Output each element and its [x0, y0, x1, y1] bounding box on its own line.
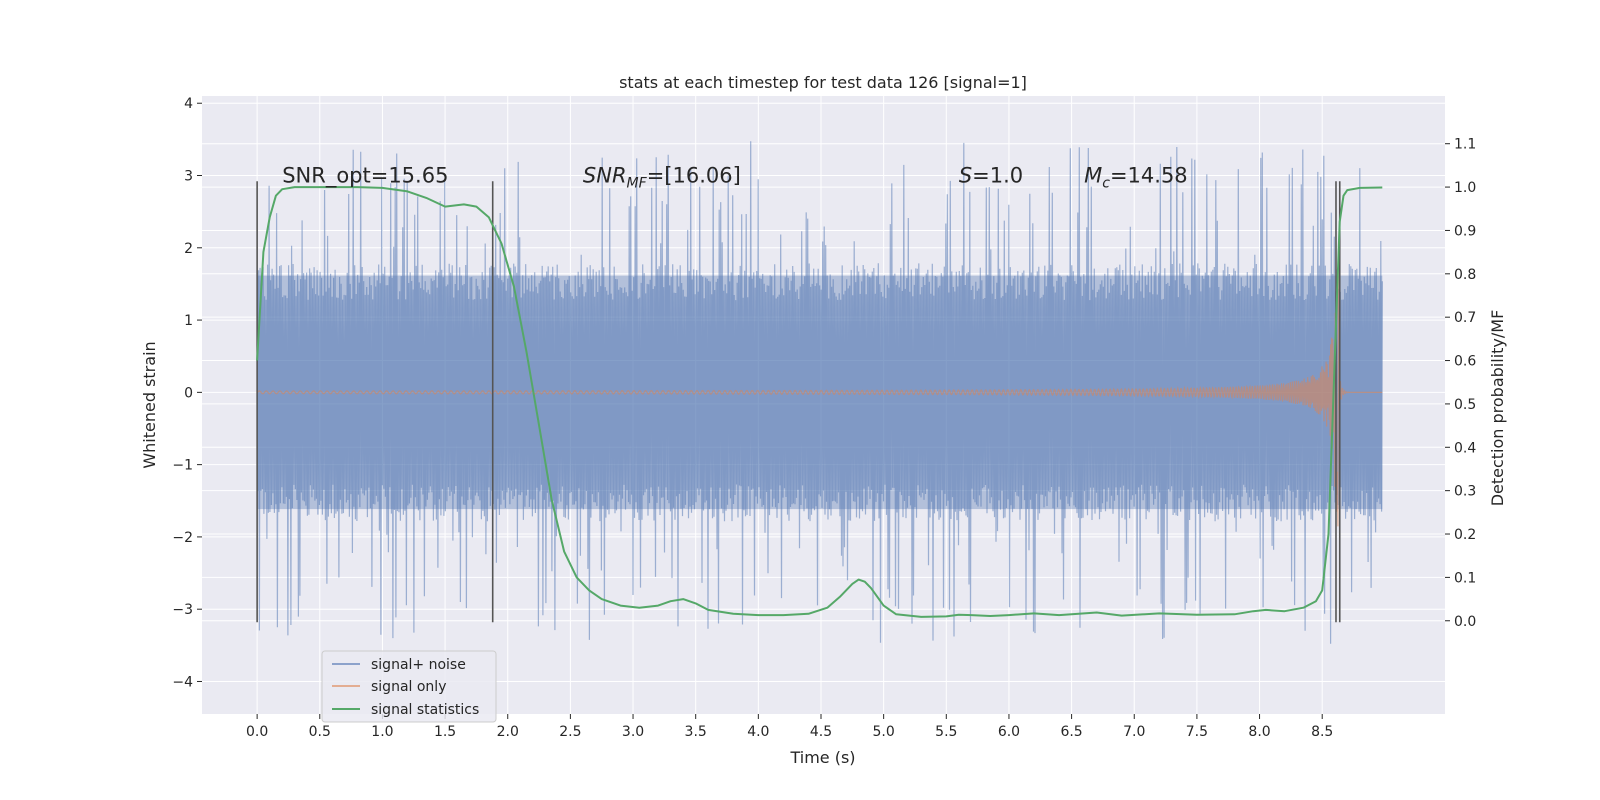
annotation-text: Mc=14.58: [1084, 164, 1188, 192]
y-tick-label: −4: [172, 674, 193, 690]
y-right-tick-label: 1.0: [1454, 180, 1476, 196]
annotation-symbol: M: [1084, 164, 1102, 188]
y-right-tick-label: 1.1: [1454, 137, 1476, 153]
x-tick-label: 3.0: [622, 724, 644, 740]
x-tick-label: 2.5: [559, 724, 581, 740]
annotation-subscript: c: [1102, 176, 1110, 192]
y-right-tick-label: 0.1: [1454, 570, 1476, 586]
signal-statistics-series: [256, 186, 1383, 618]
annotations: SNR_opt=15.65 SNRMF=[16.06] S=1.0 Mc=14.58: [282, 164, 1187, 192]
signal-statistics-line: [256, 186, 1383, 618]
x-tick-label: 4.0: [747, 724, 769, 740]
x-tick-label: 7.0: [1123, 724, 1145, 740]
x-tick-label: 3.5: [685, 724, 707, 740]
y-tick-label: −2: [172, 530, 193, 546]
axes-ticks: 0.0 0.5 1.0 1.5 2.0 2.5 3.0 3.5 4.0 4.5 5.0 5.5 6.0 6…: [172, 96, 1476, 740]
chart-title: stats at each timestep for test data 126…: [619, 73, 1027, 92]
legend-label-signal-statistics: signal statistics: [371, 702, 479, 718]
x-tick-label: 5.5: [935, 724, 957, 740]
y-right-tick-label: 0.2: [1454, 527, 1476, 543]
y-tick-label: −1: [172, 458, 193, 474]
y-right-tick-label: 0.7: [1454, 310, 1476, 326]
annotation-value: =[16.06]: [647, 164, 741, 188]
annotation-symbol: S: [959, 164, 972, 188]
annotation-value: =14.58: [1110, 164, 1188, 188]
x-tick-label: 0.0: [246, 724, 268, 740]
x-tick-label: 6.0: [998, 724, 1020, 740]
x-tick-label: 2.0: [497, 724, 519, 740]
y-tick-label: 2: [184, 241, 193, 257]
legend-label-signal-only: signal only: [371, 679, 446, 695]
legend: signal+ noise signal only signal statist…: [321, 650, 497, 723]
legend-label-signal-noise: signal+ noise: [371, 657, 466, 673]
x-axis-label: Time (s): [789, 748, 855, 767]
y-right-tick-label: 0.4: [1454, 440, 1476, 456]
legend-box: [321, 650, 497, 723]
x-tick-label: 5.0: [873, 724, 895, 740]
x-tick-label: 0.5: [309, 724, 331, 740]
y-tick-label: 0: [184, 385, 193, 401]
x-tick-label: 1.5: [434, 724, 456, 740]
x-tick-label: 4.5: [810, 724, 832, 740]
y-right-tick-label: 0.8: [1454, 267, 1476, 283]
annotation-text: S=1.0: [959, 164, 1023, 188]
y-tick-label: 3: [184, 169, 193, 185]
y-right-axis-label: Detection probability/MF: [1488, 310, 1507, 507]
marker-lines: [256, 181, 1341, 623]
signal-only-line: [256, 262, 1383, 527]
annotation-text: SNR_opt=15.65: [282, 164, 448, 189]
signal-only-series: [256, 262, 1383, 527]
y-tick-label: 4: [184, 96, 193, 112]
x-tick-label: 8.0: [1248, 724, 1270, 740]
annotation-text: SNRMF=[16.06]: [583, 164, 741, 192]
annotation-subscript: MF: [627, 176, 648, 192]
y-right-tick-label: 0.6: [1454, 354, 1476, 370]
annotation-value: =1.0: [972, 164, 1023, 188]
y-right-tick-label: 0.3: [1454, 484, 1476, 500]
x-tick-label: 1.0: [371, 724, 393, 740]
y-tick-label: 1: [184, 313, 193, 329]
x-tick-label: 7.5: [1186, 724, 1208, 740]
y-right-tick-label: 0.5: [1454, 397, 1476, 413]
annotation-symbol: SNR: [583, 164, 627, 188]
signal-noise-line: [256, 141, 1383, 644]
y-right-tick-label: 0.0: [1454, 614, 1476, 630]
x-tick-label: 8.5: [1311, 724, 1333, 740]
x-tick-label: 6.5: [1060, 724, 1082, 740]
y-right-tick-label: 0.9: [1454, 223, 1476, 239]
y-tick-label: −3: [172, 602, 193, 618]
y-axis-label: Whitened strain: [140, 341, 159, 468]
